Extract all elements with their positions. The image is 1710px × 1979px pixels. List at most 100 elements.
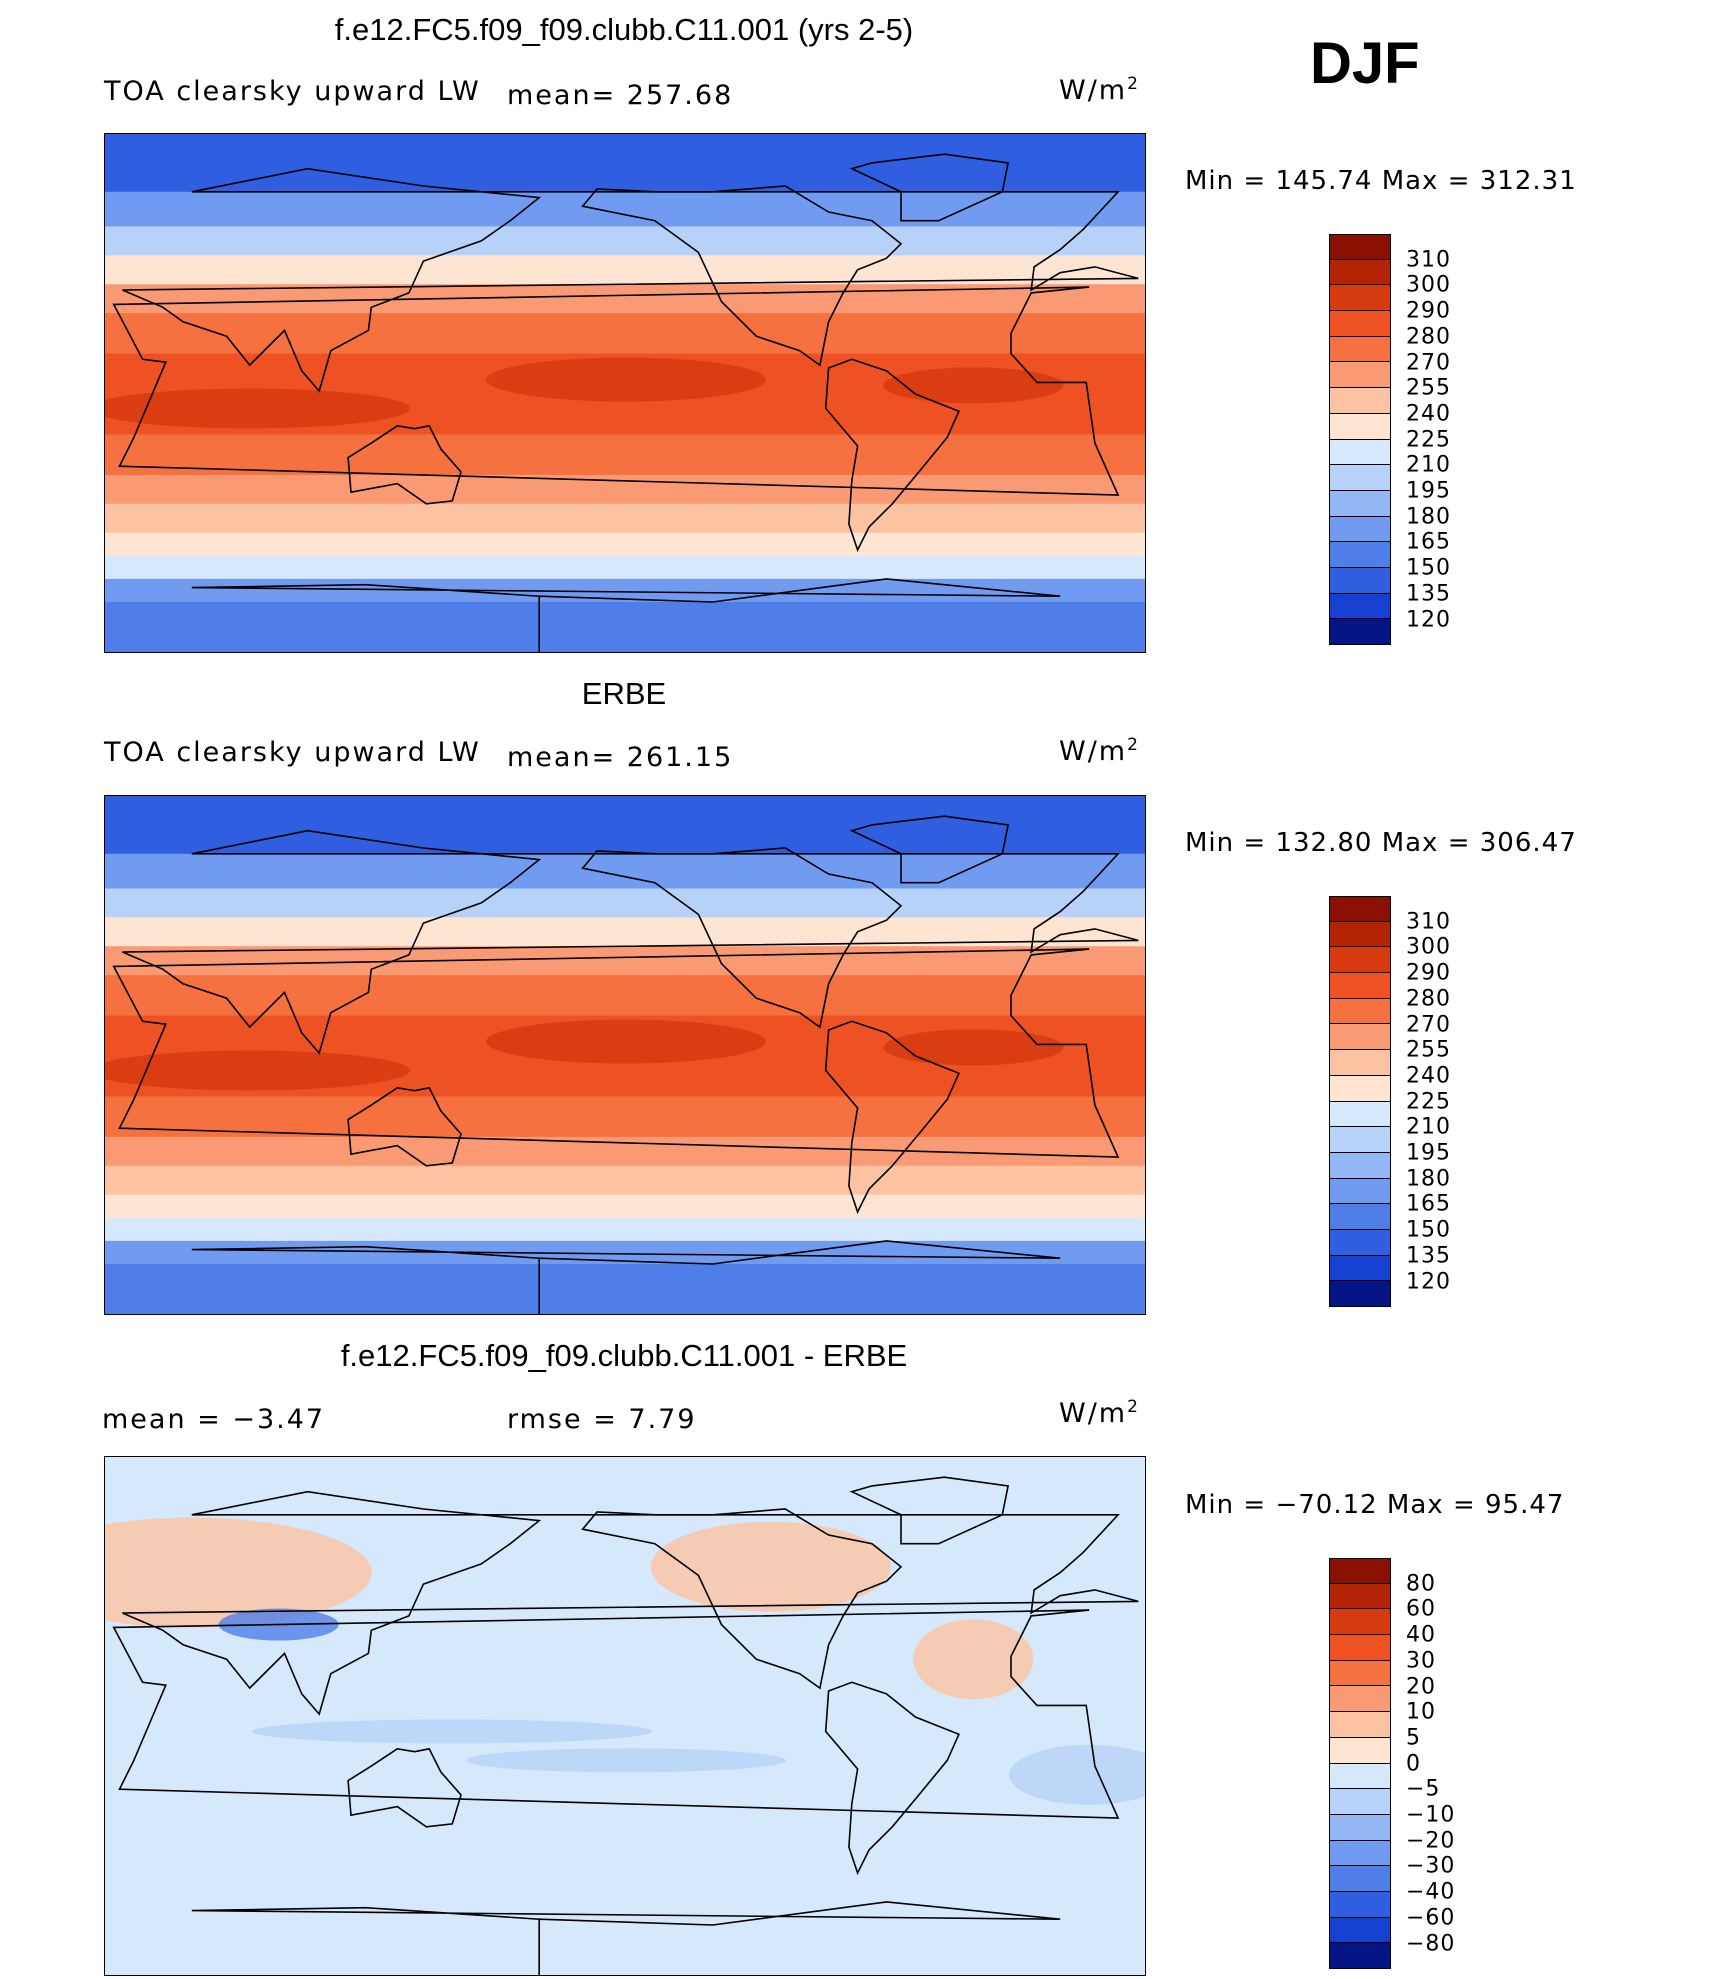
units-label: W/m2 bbox=[1059, 1397, 1140, 1429]
colorbar-swatch bbox=[1329, 234, 1391, 260]
colorbar-swatch bbox=[1329, 1866, 1391, 1892]
colorbar-swatch bbox=[1329, 1050, 1391, 1076]
colorbar-tick-label: 270 bbox=[1406, 350, 1451, 375]
colorbar-tick-label: 120 bbox=[1406, 607, 1451, 632]
colorbar-swatch bbox=[1329, 1101, 1391, 1128]
colorbar-tick-label: 280 bbox=[1406, 986, 1451, 1012]
colorbar-tick-label: −80 bbox=[1406, 1931, 1456, 1956]
colorbar-tick-label: 10 bbox=[1406, 1699, 1436, 1725]
colorbar-tick-label: 30 bbox=[1406, 1648, 1436, 1674]
panel-title: ERBE bbox=[581, 676, 667, 711]
colorbar-tick-label: −5 bbox=[1406, 1776, 1441, 1802]
panel-title: f.e12.FC5.f09_f09.clubb.C11.001 - ERBE bbox=[340, 1338, 908, 1373]
colorbar-tick-label: 300 bbox=[1406, 272, 1451, 298]
colorbar-tick-label: 195 bbox=[1406, 478, 1451, 504]
colorbar-tick-label: −60 bbox=[1406, 1905, 1456, 1931]
colorbar-swatch bbox=[1329, 947, 1391, 974]
colorbar-tick-label: 210 bbox=[1406, 1114, 1451, 1140]
map-field bbox=[105, 134, 1145, 652]
colorbar-swatch bbox=[1329, 973, 1391, 999]
map-field bbox=[105, 1457, 1145, 1975]
variable-label: TOA clearsky upward LW bbox=[104, 737, 481, 768]
colorbar-swatch bbox=[1329, 490, 1391, 517]
colorbar-tick-label: −40 bbox=[1406, 1879, 1456, 1905]
colorbar-tick-label: 225 bbox=[1406, 1089, 1451, 1115]
colorbar bbox=[1329, 234, 1393, 645]
colorbar-swatch bbox=[1329, 1917, 1391, 1944]
colorbar-tick-label: 5 bbox=[1406, 1725, 1421, 1751]
colorbar-swatch bbox=[1329, 465, 1391, 491]
map-field bbox=[105, 796, 1145, 1314]
colorbar-tick-label: 135 bbox=[1406, 1243, 1451, 1269]
colorbar-swatch bbox=[1329, 542, 1391, 568]
colorbar-swatch bbox=[1329, 1609, 1391, 1636]
colorbar bbox=[1329, 1558, 1393, 1969]
colorbar-tick-label: 180 bbox=[1406, 504, 1451, 530]
colorbar-swatch bbox=[1329, 1204, 1391, 1230]
colorbar-tick-label: −20 bbox=[1406, 1828, 1456, 1854]
colorbar-swatch bbox=[1329, 1891, 1391, 1918]
colorbar-swatch bbox=[1329, 1229, 1391, 1256]
colorbar-swatch bbox=[1329, 1737, 1391, 1764]
colorbar-swatch bbox=[1329, 413, 1391, 440]
colorbar-swatch bbox=[1329, 1558, 1391, 1584]
colorbar-swatch bbox=[1329, 362, 1391, 389]
colorbar-swatch bbox=[1329, 336, 1391, 363]
colorbar-swatch bbox=[1329, 1660, 1391, 1687]
mean-label: mean= 261.15 bbox=[507, 742, 734, 773]
colorbar-tick-label: 255 bbox=[1406, 375, 1451, 401]
colorbar-swatch bbox=[1329, 567, 1391, 594]
colorbar-swatch bbox=[1329, 619, 1391, 645]
colorbar-swatch bbox=[1329, 1281, 1391, 1307]
colorbar-tick-label: 120 bbox=[1406, 1269, 1451, 1294]
colorbar-tick-label: 195 bbox=[1406, 1140, 1451, 1166]
mean-label: mean = −3.47 bbox=[102, 1404, 326, 1435]
colorbar-tick-label: 290 bbox=[1406, 960, 1451, 986]
colorbar-swatch bbox=[1329, 593, 1391, 620]
colorbar-tick-label: 310 bbox=[1406, 247, 1451, 273]
colorbar-swatch bbox=[1329, 921, 1391, 948]
colorbar-swatch bbox=[1329, 1255, 1391, 1282]
units-label: W/m2 bbox=[1059, 74, 1140, 106]
colorbar-tick-label: 255 bbox=[1406, 1037, 1451, 1063]
map-plot bbox=[104, 1456, 1146, 1976]
panel-title: f.e12.FC5.f09_f09.clubb.C11.001 (yrs 2-5… bbox=[334, 12, 914, 47]
colorbar bbox=[1329, 896, 1393, 1307]
colorbar-tick-label: 60 bbox=[1406, 1596, 1436, 1622]
colorbar-swatch bbox=[1329, 1789, 1391, 1815]
colorbar-swatch bbox=[1329, 1686, 1391, 1713]
colorbar-tick-label: 150 bbox=[1406, 1217, 1451, 1243]
colorbar-swatch bbox=[1329, 1635, 1391, 1661]
colorbar-swatch bbox=[1329, 1075, 1391, 1102]
colorbar-swatch bbox=[1329, 1583, 1391, 1610]
colorbar-tick-label: 80 bbox=[1406, 1571, 1436, 1597]
colorbar-tick-label: 210 bbox=[1406, 452, 1451, 478]
colorbar-swatch bbox=[1329, 1814, 1391, 1841]
units-label: W/m2 bbox=[1059, 735, 1140, 767]
colorbar-tick-label: 20 bbox=[1406, 1674, 1436, 1699]
colorbar-tick-label: 310 bbox=[1406, 909, 1451, 935]
colorbar-tick-label: 270 bbox=[1406, 1012, 1451, 1037]
colorbar-tick-label: 240 bbox=[1406, 401, 1451, 427]
colorbar-swatch bbox=[1329, 259, 1391, 286]
colorbar-swatch bbox=[1329, 1152, 1391, 1179]
colorbar-tick-label: 290 bbox=[1406, 298, 1451, 324]
colorbar-swatch bbox=[1329, 285, 1391, 312]
colorbar-swatch bbox=[1329, 388, 1391, 414]
rmse-label: rmse = 7.79 bbox=[507, 1404, 697, 1435]
colorbar-swatch bbox=[1329, 439, 1391, 466]
colorbar-swatch bbox=[1329, 1712, 1391, 1738]
colorbar-swatch bbox=[1329, 1178, 1391, 1205]
colorbar-swatch bbox=[1329, 896, 1391, 922]
colorbar-tick-label: 40 bbox=[1406, 1622, 1436, 1648]
season-label: DJF bbox=[1310, 31, 1420, 96]
colorbar-tick-label: 225 bbox=[1406, 427, 1451, 453]
map-plot bbox=[104, 133, 1146, 653]
colorbar-tick-label: −30 bbox=[1406, 1853, 1456, 1879]
colorbar-swatch bbox=[1329, 1024, 1391, 1051]
map-plot bbox=[104, 795, 1146, 1315]
colorbar-swatch bbox=[1329, 998, 1391, 1025]
min-max-label: Min = 132.80 Max = 306.47 bbox=[1185, 828, 1577, 858]
colorbar-swatch bbox=[1329, 1943, 1391, 1969]
colorbar-swatch bbox=[1329, 1763, 1391, 1790]
